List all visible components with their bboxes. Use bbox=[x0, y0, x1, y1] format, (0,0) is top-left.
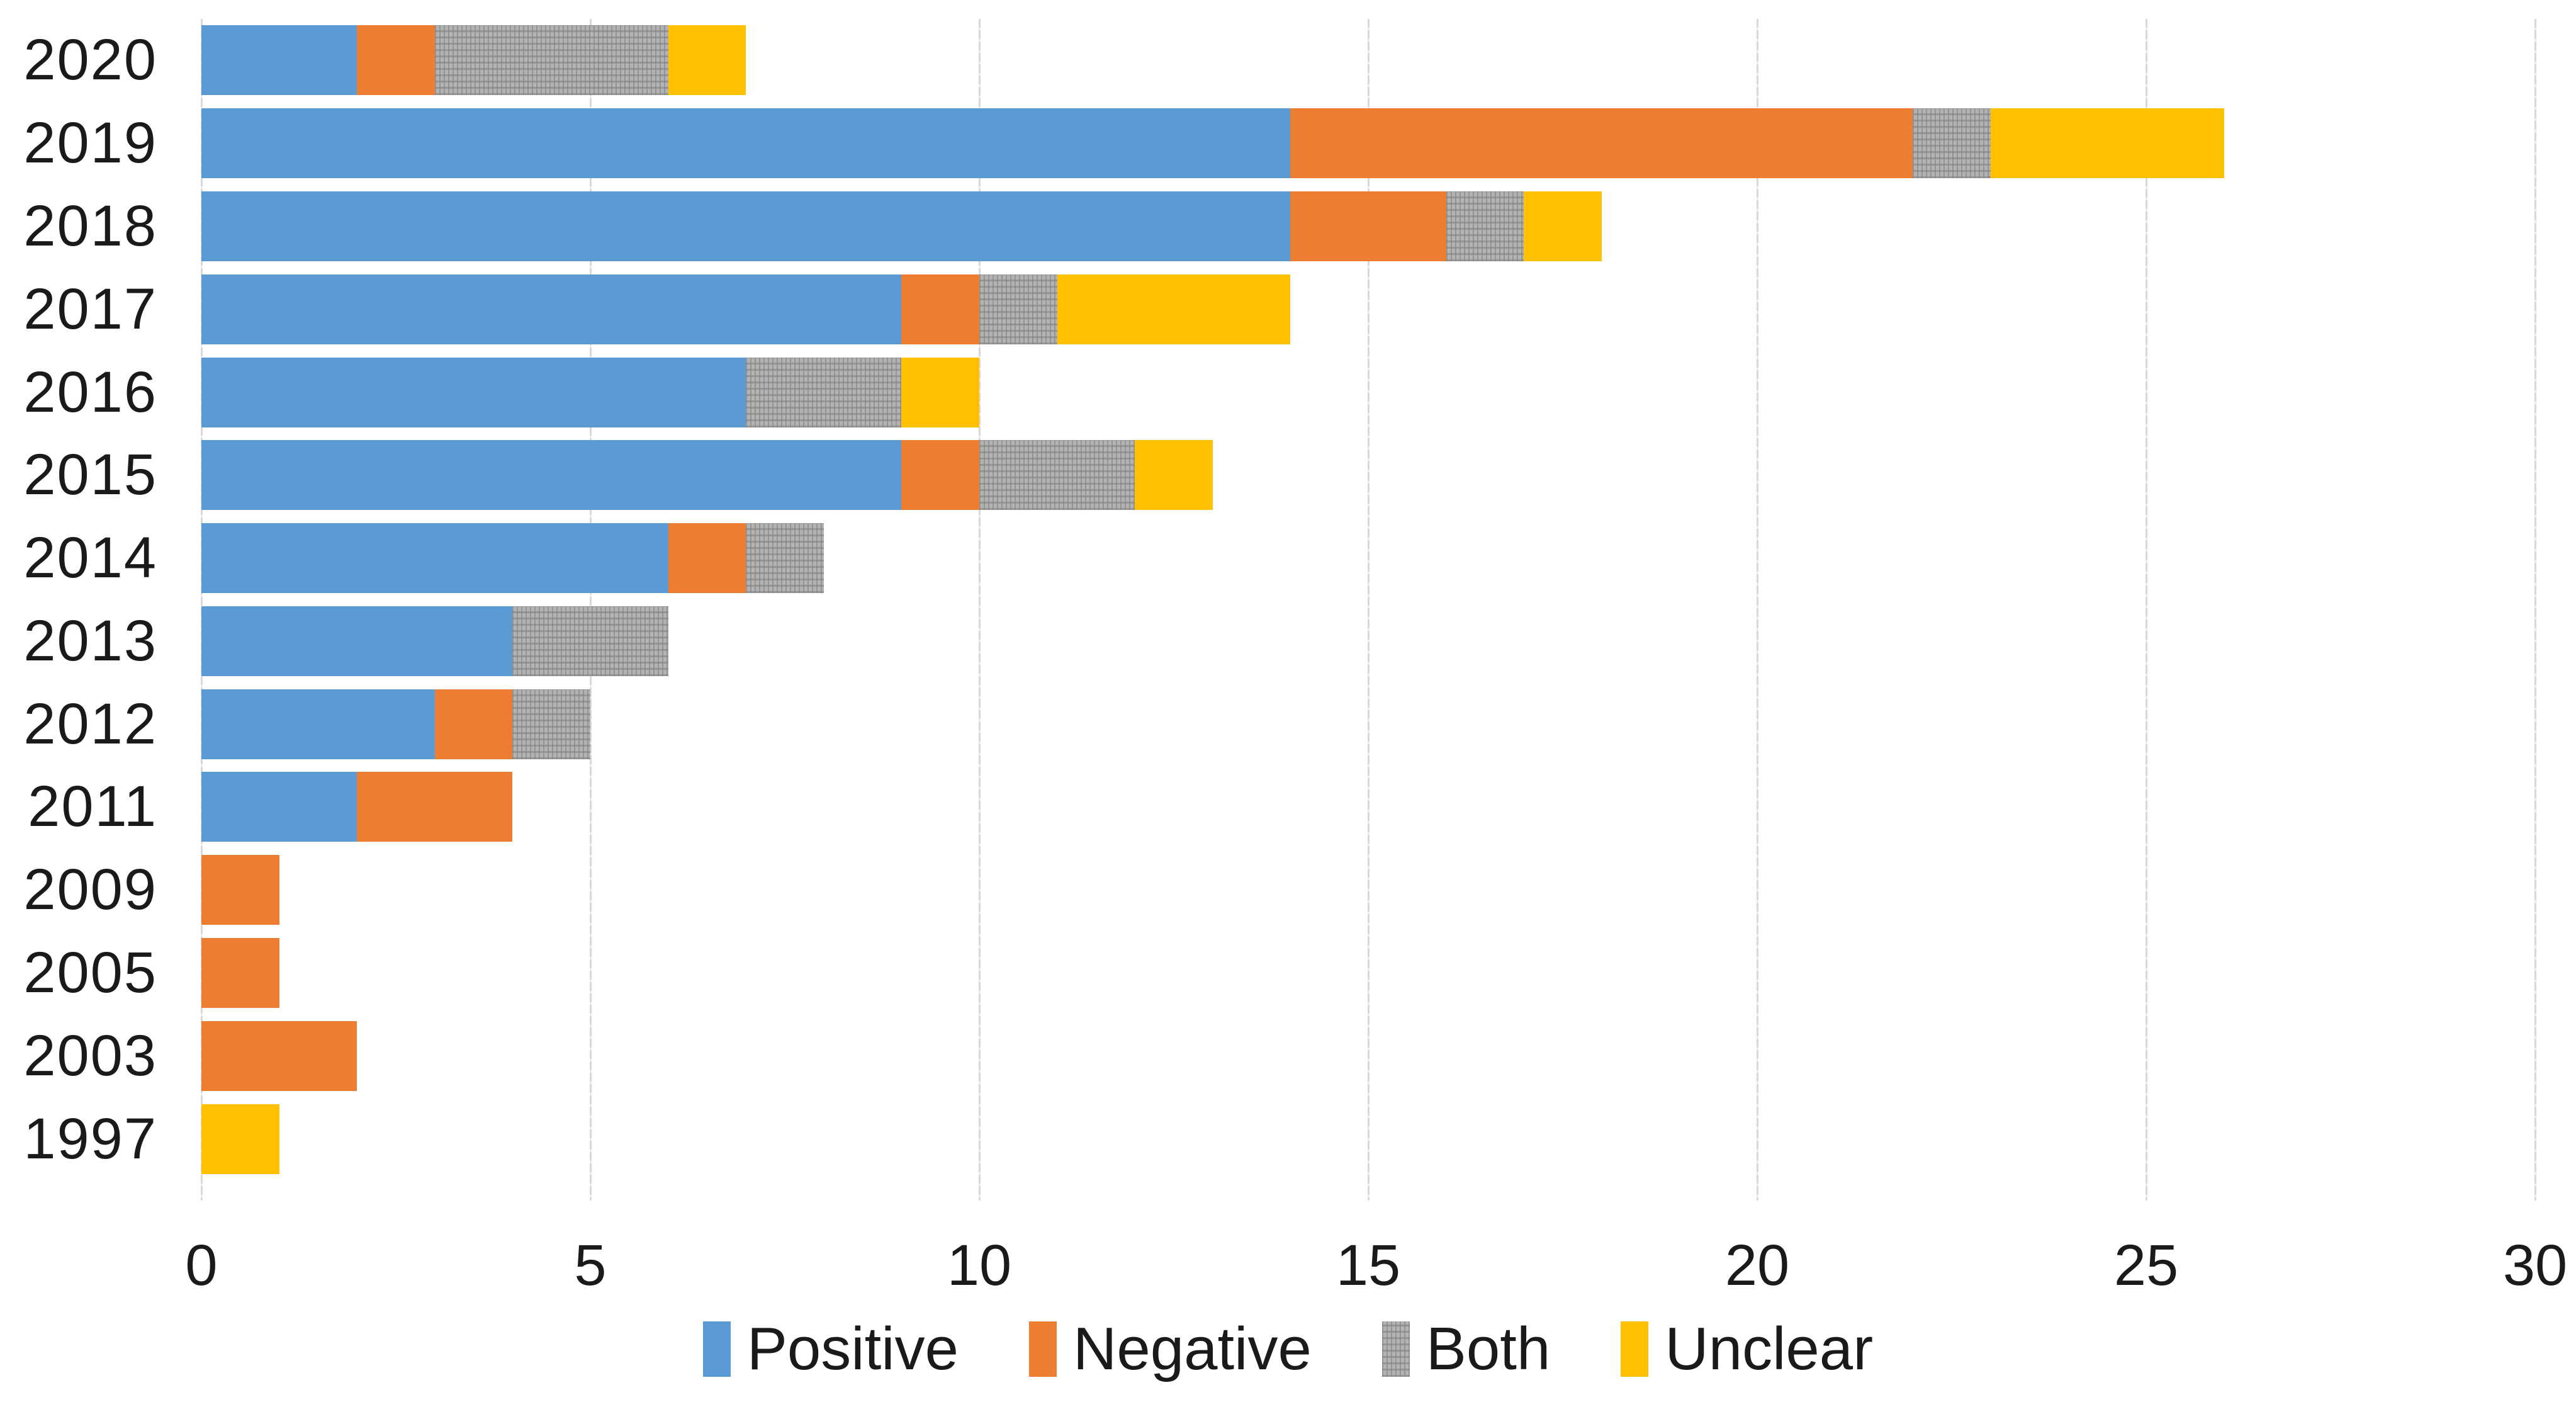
x-axis-label-30: 30 bbox=[2502, 1233, 2568, 1297]
gridline-25 bbox=[2145, 19, 2147, 1201]
bar-segment-positive-2011 bbox=[201, 772, 357, 842]
legend: Positive Negative Both Unclear bbox=[0, 1308, 2576, 1390]
bar-segment-positive-2014 bbox=[201, 523, 668, 594]
bar-segment-negative-2019 bbox=[1290, 108, 1913, 179]
bar-segment-positive-2020 bbox=[201, 25, 357, 96]
bar-segment-unclear-1997 bbox=[201, 1104, 279, 1174]
bar-segment-negative-2015 bbox=[901, 440, 979, 511]
bar-segment-both-2020 bbox=[434, 25, 668, 96]
y-axis-label-2018: 2018 bbox=[23, 193, 157, 258]
bar-segment-positive-2012 bbox=[201, 689, 435, 759]
y-axis-label-2015: 2015 bbox=[23, 443, 157, 507]
gridline-15 bbox=[1367, 19, 1370, 1201]
bar-segment-both-2015 bbox=[979, 440, 1135, 511]
x-axis-label-10: 10 bbox=[947, 1233, 1012, 1297]
y-axis-label-2011: 2011 bbox=[28, 774, 157, 839]
bar-segment-negative-2017 bbox=[901, 274, 979, 344]
bar-segment-negative-2020 bbox=[357, 25, 435, 96]
y-axis-label-2005: 2005 bbox=[23, 941, 157, 1005]
y-axis-label-1997: 1997 bbox=[23, 1106, 157, 1171]
bar-segment-positive-2019 bbox=[201, 108, 1291, 179]
x-axis-label-0: 0 bbox=[185, 1233, 218, 1297]
bar-segment-both-2014 bbox=[746, 523, 824, 594]
bar-segment-negative-2012 bbox=[434, 689, 513, 759]
x-axis-label-15: 15 bbox=[1336, 1233, 1401, 1297]
y-axis-label-2003: 2003 bbox=[23, 1023, 157, 1088]
bar-segment-both-2013 bbox=[512, 606, 668, 676]
bar-segment-both-2016 bbox=[746, 357, 902, 427]
y-axis-label-2014: 2014 bbox=[23, 526, 157, 591]
gridline-10 bbox=[978, 19, 981, 1201]
bar-segment-negative-2018 bbox=[1290, 191, 1446, 261]
bar-segment-unclear-2016 bbox=[901, 357, 979, 427]
legend-item-unclear: Unclear bbox=[1621, 1314, 1873, 1384]
bar-segment-unclear-2018 bbox=[1524, 191, 1602, 261]
y-axis-label-2009: 2009 bbox=[23, 857, 157, 922]
bar-segment-positive-2013 bbox=[201, 606, 513, 676]
y-axis-label-2019: 2019 bbox=[23, 111, 157, 176]
bar-segment-both-2012 bbox=[512, 689, 590, 759]
gridline-20 bbox=[1756, 19, 1758, 1201]
x-axis-label-25: 25 bbox=[2113, 1233, 2179, 1297]
bar-segment-negative-2003 bbox=[201, 1020, 357, 1091]
bar-segment-negative-2014 bbox=[668, 523, 746, 594]
legend-label-unclear: Unclear bbox=[1665, 1315, 1874, 1382]
x-axis-label-20: 20 bbox=[1724, 1233, 1790, 1297]
y-axis-label-2016: 2016 bbox=[23, 359, 157, 424]
y-axis-label-2020: 2020 bbox=[23, 28, 157, 93]
y-axis-label-2013: 2013 bbox=[23, 608, 157, 673]
legend-swatch-unclear bbox=[1621, 1321, 1649, 1377]
bar-segment-negative-2009 bbox=[201, 855, 279, 925]
bar-segment-both-2018 bbox=[1446, 191, 1524, 261]
bar-segment-positive-2015 bbox=[201, 440, 902, 511]
legend-swatch-positive bbox=[702, 1321, 731, 1377]
bar-segment-unclear-2015 bbox=[1135, 440, 1213, 511]
bar-segment-negative-2005 bbox=[201, 938, 279, 1009]
bar-segment-negative-2011 bbox=[357, 772, 513, 842]
legend-label-positive: Positive bbox=[746, 1315, 959, 1382]
x-axis-label-5: 5 bbox=[574, 1233, 607, 1297]
legend-label-negative: Negative bbox=[1072, 1315, 1312, 1382]
legend-swatch-both bbox=[1381, 1321, 1410, 1377]
legend-label-both: Both bbox=[1426, 1315, 1551, 1382]
bar-segment-unclear-2020 bbox=[668, 25, 746, 96]
bar-segment-unclear-2019 bbox=[1990, 108, 2224, 179]
y-axis-label-2012: 2012 bbox=[23, 691, 157, 756]
bar-segment-positive-2018 bbox=[201, 191, 1291, 261]
legend-item-both: Both bbox=[1381, 1314, 1551, 1384]
bar-segment-positive-2017 bbox=[201, 274, 902, 344]
legend-swatch-negative bbox=[1028, 1321, 1057, 1377]
bar-segment-both-2017 bbox=[979, 274, 1057, 344]
gridline-30 bbox=[2534, 19, 2536, 1201]
legend-item-negative: Negative bbox=[1028, 1314, 1312, 1384]
y-axis-label-2017: 2017 bbox=[23, 276, 157, 341]
legend-item-positive: Positive bbox=[702, 1314, 959, 1384]
bar-segment-unclear-2017 bbox=[1057, 274, 1291, 344]
bar-segment-positive-2016 bbox=[201, 357, 746, 427]
bar-segment-both-2019 bbox=[1913, 108, 1991, 179]
